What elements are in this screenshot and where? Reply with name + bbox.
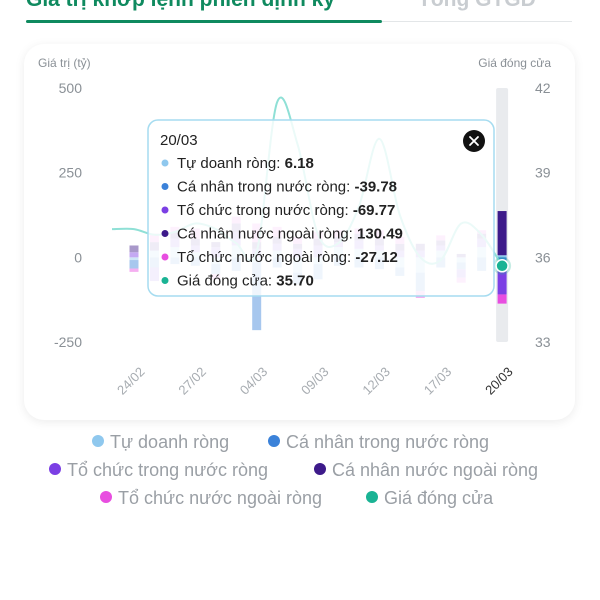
legend-label: Tổ chức nước ngoài ròng <box>118 488 323 508</box>
legend-item[interactable]: Cá nhân nước ngoài ròng <box>314 460 538 481</box>
tooltip-row-value: 35.70 <box>276 273 314 290</box>
tooltip-row-label: Giá đóng cửa: <box>177 273 276 290</box>
bar-ca-nhan-trong-nuoc <box>129 260 139 269</box>
bar-to-chuc-trong-nuoc <box>129 252 139 258</box>
tooltip-row-value: 6.18 <box>285 155 314 172</box>
right-axis-title: Giá đóng cửa <box>478 56 551 70</box>
y-right-tick-label: 33 <box>535 334 551 350</box>
tooltip-dot <box>161 159 169 167</box>
legend-dot <box>268 435 280 447</box>
tooltip-row-label: Tự doanh ròng: <box>177 155 285 172</box>
legend-label: Cá nhân trong nước ròng <box>286 432 489 452</box>
tooltip-row-value: -69.77 <box>353 202 396 219</box>
tooltip-dot <box>161 253 169 261</box>
legend-dot <box>92 435 104 447</box>
legend-label: Cá nhân nước ngoài ròng <box>332 460 538 480</box>
tooltip-row: Giá đóng cửa: 35.70 <box>177 273 314 290</box>
x-tick-label: 09/03 <box>298 364 332 398</box>
tooltip-date: 20/03 <box>160 132 198 149</box>
legend-item[interactable]: Tự doanh ròng <box>92 432 229 453</box>
x-tick-label: 24/02 <box>114 364 148 398</box>
x-tick-label: 04/03 <box>237 364 271 398</box>
y-right-tick-label: 42 <box>535 80 551 96</box>
legend-dot <box>100 491 112 503</box>
tooltip-close-button[interactable] <box>463 130 485 152</box>
tooltip-row: Tổ chức nước ngoài ròng: -27.12 <box>177 249 398 266</box>
tooltip-row-label: Cá nhân nước ngoài ròng: <box>177 226 357 243</box>
tooltip-row-value: 130.49 <box>357 226 403 243</box>
chart-svg[interactable]: Giá trị (tỷ) Giá đóng cửa 500 250 0 -250 42 39 3… <box>0 0 600 430</box>
tab-divider <box>382 21 572 22</box>
tooltip-row: Cá nhân nước ngoài ròng: 130.49 <box>177 226 403 243</box>
legend-dot <box>49 463 61 475</box>
bar-ca-nhan-nuoc-ngoai <box>129 245 139 253</box>
left-axis-title: Giá trị (tỷ) <box>38 56 91 70</box>
tooltip-dot <box>161 206 169 214</box>
x-tick-label: 17/03 <box>421 364 455 398</box>
legend-label: Tự doanh ròng <box>110 432 230 452</box>
legend-label: Giá đóng cửa <box>384 488 494 508</box>
tooltip-box <box>147 119 495 297</box>
tab-khop-lenh-dinh-ky[interactable]: Giá trị khớp lệnh phiên định kỳ <box>26 0 335 12</box>
tooltip-row-label: Tổ chức nước ngoài ròng: <box>177 249 355 266</box>
legend-label: Tổ chức trong nước ròng <box>67 460 268 480</box>
legend-item[interactable]: Tổ chức nước ngoài ròng <box>100 488 322 509</box>
legend-dot <box>314 463 326 475</box>
tab-tong-gtgd[interactable]: Tổng GTGD <box>418 0 536 12</box>
bar-tu-doanh <box>129 257 139 261</box>
y-right-tick-label: 39 <box>535 165 551 181</box>
x-tick-label: 20/03 <box>482 364 516 398</box>
bar-tu-doanh <box>497 255 507 258</box>
tooltip-dot <box>161 230 169 237</box>
active-tab-indicator <box>26 20 382 23</box>
tooltip-row: Cá nhân trong nước ròng: -39.78 <box>177 179 397 196</box>
tooltip-row: Tự doanh ròng: 6.18 <box>177 155 314 172</box>
tooltip-dot <box>161 183 169 190</box>
legend-dot <box>366 491 378 503</box>
y-left-tick-label: 250 <box>59 165 83 181</box>
bar-ca-nhan-nuoc-ngoai <box>497 211 507 256</box>
y-left-tick-label: 500 <box>59 80 83 96</box>
tab-bar: Giá trị khớp lệnh phiên định kỳ Tổng GTG… <box>0 0 600 24</box>
tooltip-row-value: -39.78 <box>354 179 397 196</box>
tooltip-row-value: -27.12 <box>355 249 398 266</box>
legend-item[interactable]: Cá nhân trong nước ròng <box>268 432 489 453</box>
bar-to-chuc-trong-nuoc <box>497 270 507 295</box>
close-icon-glyph <box>469 136 479 146</box>
y-left-tick-label: -250 <box>54 334 82 350</box>
y-left-tick-label: 0 <box>74 249 82 265</box>
x-tick-label: 27/02 <box>175 364 209 398</box>
chart-tooltip: 20/03 Tự doanh ròng: 6.18 Cá nhân trong nư… <box>147 119 495 297</box>
tooltip-dot <box>161 277 169 284</box>
bar-to-chuc-nuoc-ngoai <box>497 294 507 304</box>
legend-item[interactable]: Giá đóng cửa <box>366 488 493 509</box>
tooltip-row-label: Cá nhân trong nước ròng: <box>177 179 354 196</box>
bar-to-chuc-nuoc-ngoai <box>129 268 139 272</box>
tooltip-row: Tổ chức trong nước ròng: -69.77 <box>177 202 395 219</box>
legend-item[interactable]: Tổ chức trong nước ròng <box>49 460 268 481</box>
price-marker <box>495 259 509 273</box>
x-tick-label: 12/03 <box>359 364 393 398</box>
y-right-tick-label: 36 <box>535 249 551 265</box>
tooltip-row-label: Tổ chức trong nước ròng: <box>177 202 353 219</box>
